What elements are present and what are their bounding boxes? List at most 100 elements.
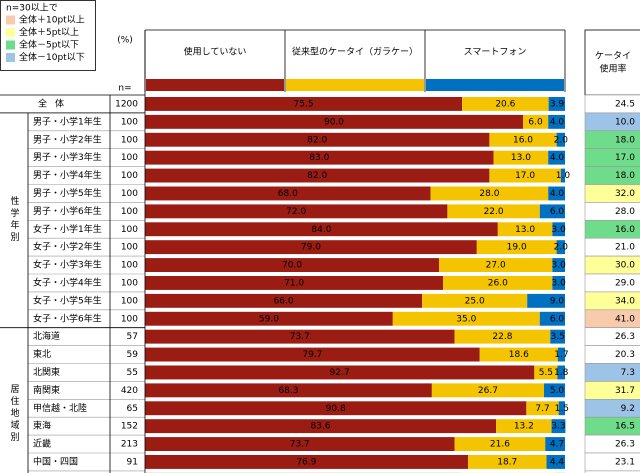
legend-label: 全体＋5pt以上 [19, 26, 79, 38]
value-label: 2.0 [554, 135, 569, 145]
value-label: 5.0 [550, 386, 565, 396]
n-value: 100 [121, 189, 138, 199]
category-label: 女子・小学2年生 [33, 241, 102, 253]
n-value: 152 [121, 422, 138, 432]
header-swatch [146, 79, 284, 91]
value-label: 5.5 [539, 368, 553, 378]
bar-segment [439, 258, 553, 272]
n-value: 65 [127, 404, 138, 414]
value-label: 26.0 [488, 278, 508, 288]
value-label: 13.0 [511, 153, 531, 163]
value-label: 28.0 [479, 189, 499, 199]
bar-segment [545, 437, 565, 451]
bar-segment [534, 365, 558, 380]
legend-swatch [6, 53, 15, 62]
rate-value: 30.0 [615, 261, 635, 271]
bar-segment [556, 240, 565, 255]
value-label: 26.7 [478, 386, 498, 396]
category-label: 男子・小学3年生 [33, 151, 102, 163]
bar-segment [467, 455, 547, 469]
value-label: 73.7 [290, 440, 310, 450]
bar-segment [523, 114, 549, 129]
value-label: 76.9 [296, 457, 316, 467]
value-label: 13.0 [515, 225, 535, 235]
legend-title: n=30以上で [6, 3, 58, 14]
rate-value: 41.0 [615, 314, 635, 324]
value-label: 6.0 [550, 314, 565, 324]
bar-segment [454, 329, 551, 344]
value-label: 59.0 [259, 314, 279, 324]
value-label: 73.7 [290, 332, 310, 342]
bar-segment [548, 150, 565, 165]
value-label: 79.7 [302, 350, 322, 360]
bar-segment [550, 329, 565, 344]
bar-segment [557, 365, 565, 380]
rate-value: 16.5 [615, 422, 635, 432]
value-label: 70.0 [282, 261, 302, 271]
bar-segment [145, 222, 498, 237]
bar-segment [145, 455, 468, 469]
category-label: 北関東 [33, 366, 60, 378]
bar-segment [443, 276, 553, 290]
bar-segment [560, 168, 565, 183]
category-label: 東海 [33, 420, 51, 432]
bar-segment [539, 204, 565, 219]
bar-segment [476, 240, 557, 255]
bar-segment [145, 365, 535, 380]
value-label: 90.8 [326, 404, 346, 414]
value-label: 66.0 [274, 296, 294, 306]
category-label: 中国・四国 [33, 455, 78, 467]
bar-segment [145, 437, 455, 451]
category-label: 女子・小学1年生 [33, 223, 102, 235]
rate-cell [584, 470, 640, 473]
bar-segment [145, 97, 463, 111]
n-value: 100 [121, 243, 138, 253]
bar-segment [145, 383, 432, 398]
category-label: 甲信越・北陸 [33, 402, 87, 414]
value-label: 1.7 [554, 350, 568, 360]
value-label: 82.0 [307, 135, 327, 145]
value-label: 83.0 [309, 153, 329, 163]
rate-value: 26.3 [615, 440, 635, 450]
bar-segment [527, 293, 565, 308]
value-label: 27.0 [486, 261, 506, 271]
value-label: 3.0 [552, 225, 567, 235]
column-header: スマートフォン [464, 48, 527, 58]
rate-value: 7.3 [621, 368, 635, 378]
bar-segment [544, 383, 565, 398]
value-label: 1.8 [554, 368, 569, 378]
bar-segment [479, 347, 558, 362]
bar-segment [145, 329, 455, 344]
n-value: 1200 [115, 99, 138, 109]
bar-segment [145, 150, 494, 165]
category-label: 男子・小学5年生 [33, 187, 102, 199]
legend-box [0, 0, 96, 71]
bar-segment [430, 186, 549, 201]
rate-header: 使用率 [599, 63, 626, 75]
column-header: 使用していない [184, 46, 247, 58]
rate-value: 32.0 [615, 189, 635, 199]
bar-segment [548, 186, 565, 201]
bar-segment [145, 276, 444, 290]
value-label: 4.0 [550, 189, 565, 199]
percent-label: (%) [117, 36, 133, 46]
bar-segment [556, 132, 565, 147]
bar-segment [145, 114, 523, 129]
category-label: 女子・小学6年生 [33, 312, 102, 324]
rate-value: 18.0 [615, 171, 635, 181]
value-label: 20.6 [495, 99, 515, 109]
value-label: 22.8 [492, 332, 512, 342]
bar-segment [551, 419, 566, 434]
rate-value: 24.5 [615, 99, 635, 109]
bar-segment [145, 258, 439, 272]
value-label: 82.0 [307, 171, 327, 181]
value-label: 17.0 [515, 171, 535, 181]
bar-segment [145, 419, 497, 434]
value-label: 4.7 [550, 440, 564, 450]
value-label: 9.0 [550, 296, 565, 306]
n-value: 100 [121, 171, 138, 181]
legend-label: 全体＋10pt以上 [19, 14, 85, 26]
rate-header: ケータイ [595, 51, 631, 62]
value-label: 68.3 [278, 386, 298, 396]
group-label: 居住地域別 [9, 384, 20, 444]
